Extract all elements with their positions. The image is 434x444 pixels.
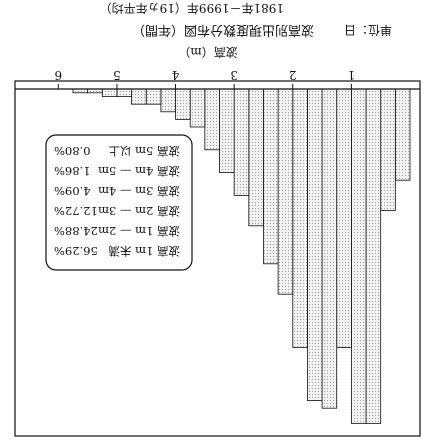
bar-0.5-0.75m bbox=[365, 88, 382, 424]
bar-4.5-4.75m bbox=[131, 88, 147, 105]
legend-value-3: 12.72% bbox=[54, 204, 98, 218]
bar-1.75-2m bbox=[292, 88, 308, 348]
x-tick-label-6: 6 bbox=[54, 68, 62, 82]
x-tick-label-2: 2 bbox=[289, 68, 297, 82]
x-axis-title: 波高（m） bbox=[178, 45, 237, 60]
x-tick-label-5: 5 bbox=[113, 68, 121, 82]
bar-4.75-5m bbox=[116, 88, 132, 98]
rotated-chart-group: 単位：日 波高別出現度数分布図（年間） 1981年－1999年（19ヵ年平均） … bbox=[14, 1, 421, 437]
legend-value-5: 1.86% bbox=[54, 164, 91, 178]
bar-0.75-1m bbox=[350, 88, 367, 424]
legend-value-1: 56.29% bbox=[54, 244, 98, 258]
legend-label-6: 波高 5m 以上 bbox=[108, 144, 180, 158]
bar-4-4.25m bbox=[160, 88, 176, 113]
legend-label-2: 波高 1m — 2m bbox=[98, 224, 180, 238]
bar-1.5-1.75m bbox=[307, 88, 323, 401]
legend-value-2: 24.88% bbox=[54, 224, 98, 238]
figure-title: 波高別出現度数分布図（年間） bbox=[132, 22, 314, 38]
legend-value-6: 0.80% bbox=[54, 144, 91, 158]
bar-5-5.25m bbox=[101, 88, 118, 98]
legend-label-3: 波高 2m — 3m bbox=[98, 204, 180, 218]
bar-1-1.25m bbox=[336, 88, 352, 348]
legend-label-5: 波高 4m — 5m bbox=[98, 164, 180, 178]
legend-label-1: 波高 1m 未満 bbox=[108, 244, 180, 258]
legend-label-4: 波高 3m — 4m bbox=[98, 184, 180, 198]
bar-2.5-2.75m bbox=[248, 88, 264, 227]
bar-3.75-4m bbox=[175, 88, 191, 120]
bar-0.25-0.5m bbox=[380, 88, 396, 212]
bar-4.25-4.5m bbox=[145, 88, 162, 105]
bar-3.25-3.5m bbox=[204, 88, 220, 151]
bar-2-2.25m bbox=[277, 88, 294, 295]
bar-3.5-3.75m bbox=[189, 88, 206, 128]
bars-group bbox=[15, 88, 420, 424]
figure-period: 1981年－1999年（19ヵ年平均） bbox=[100, 1, 284, 15]
bar-2.25-2.5m bbox=[263, 88, 279, 265]
x-tick-label-4: 4 bbox=[171, 68, 179, 82]
x-ticks-group: 1 2 3 4 5 6 bbox=[54, 68, 355, 89]
bar-3-3.25m bbox=[219, 88, 235, 174]
bar-1.25-1.5m bbox=[321, 88, 338, 409]
figure-note: 単位：日 bbox=[344, 23, 392, 38]
plot-frame bbox=[14, 80, 421, 437]
x-tick-label-1: 1 bbox=[348, 68, 356, 82]
bar-2.75-3m bbox=[233, 88, 250, 196]
x-tick-label-3: 3 bbox=[230, 68, 238, 82]
legend-value-4: 4.09% bbox=[54, 184, 91, 198]
legend-box bbox=[45, 134, 193, 271]
bar-0-0.25m bbox=[394, 88, 411, 181]
